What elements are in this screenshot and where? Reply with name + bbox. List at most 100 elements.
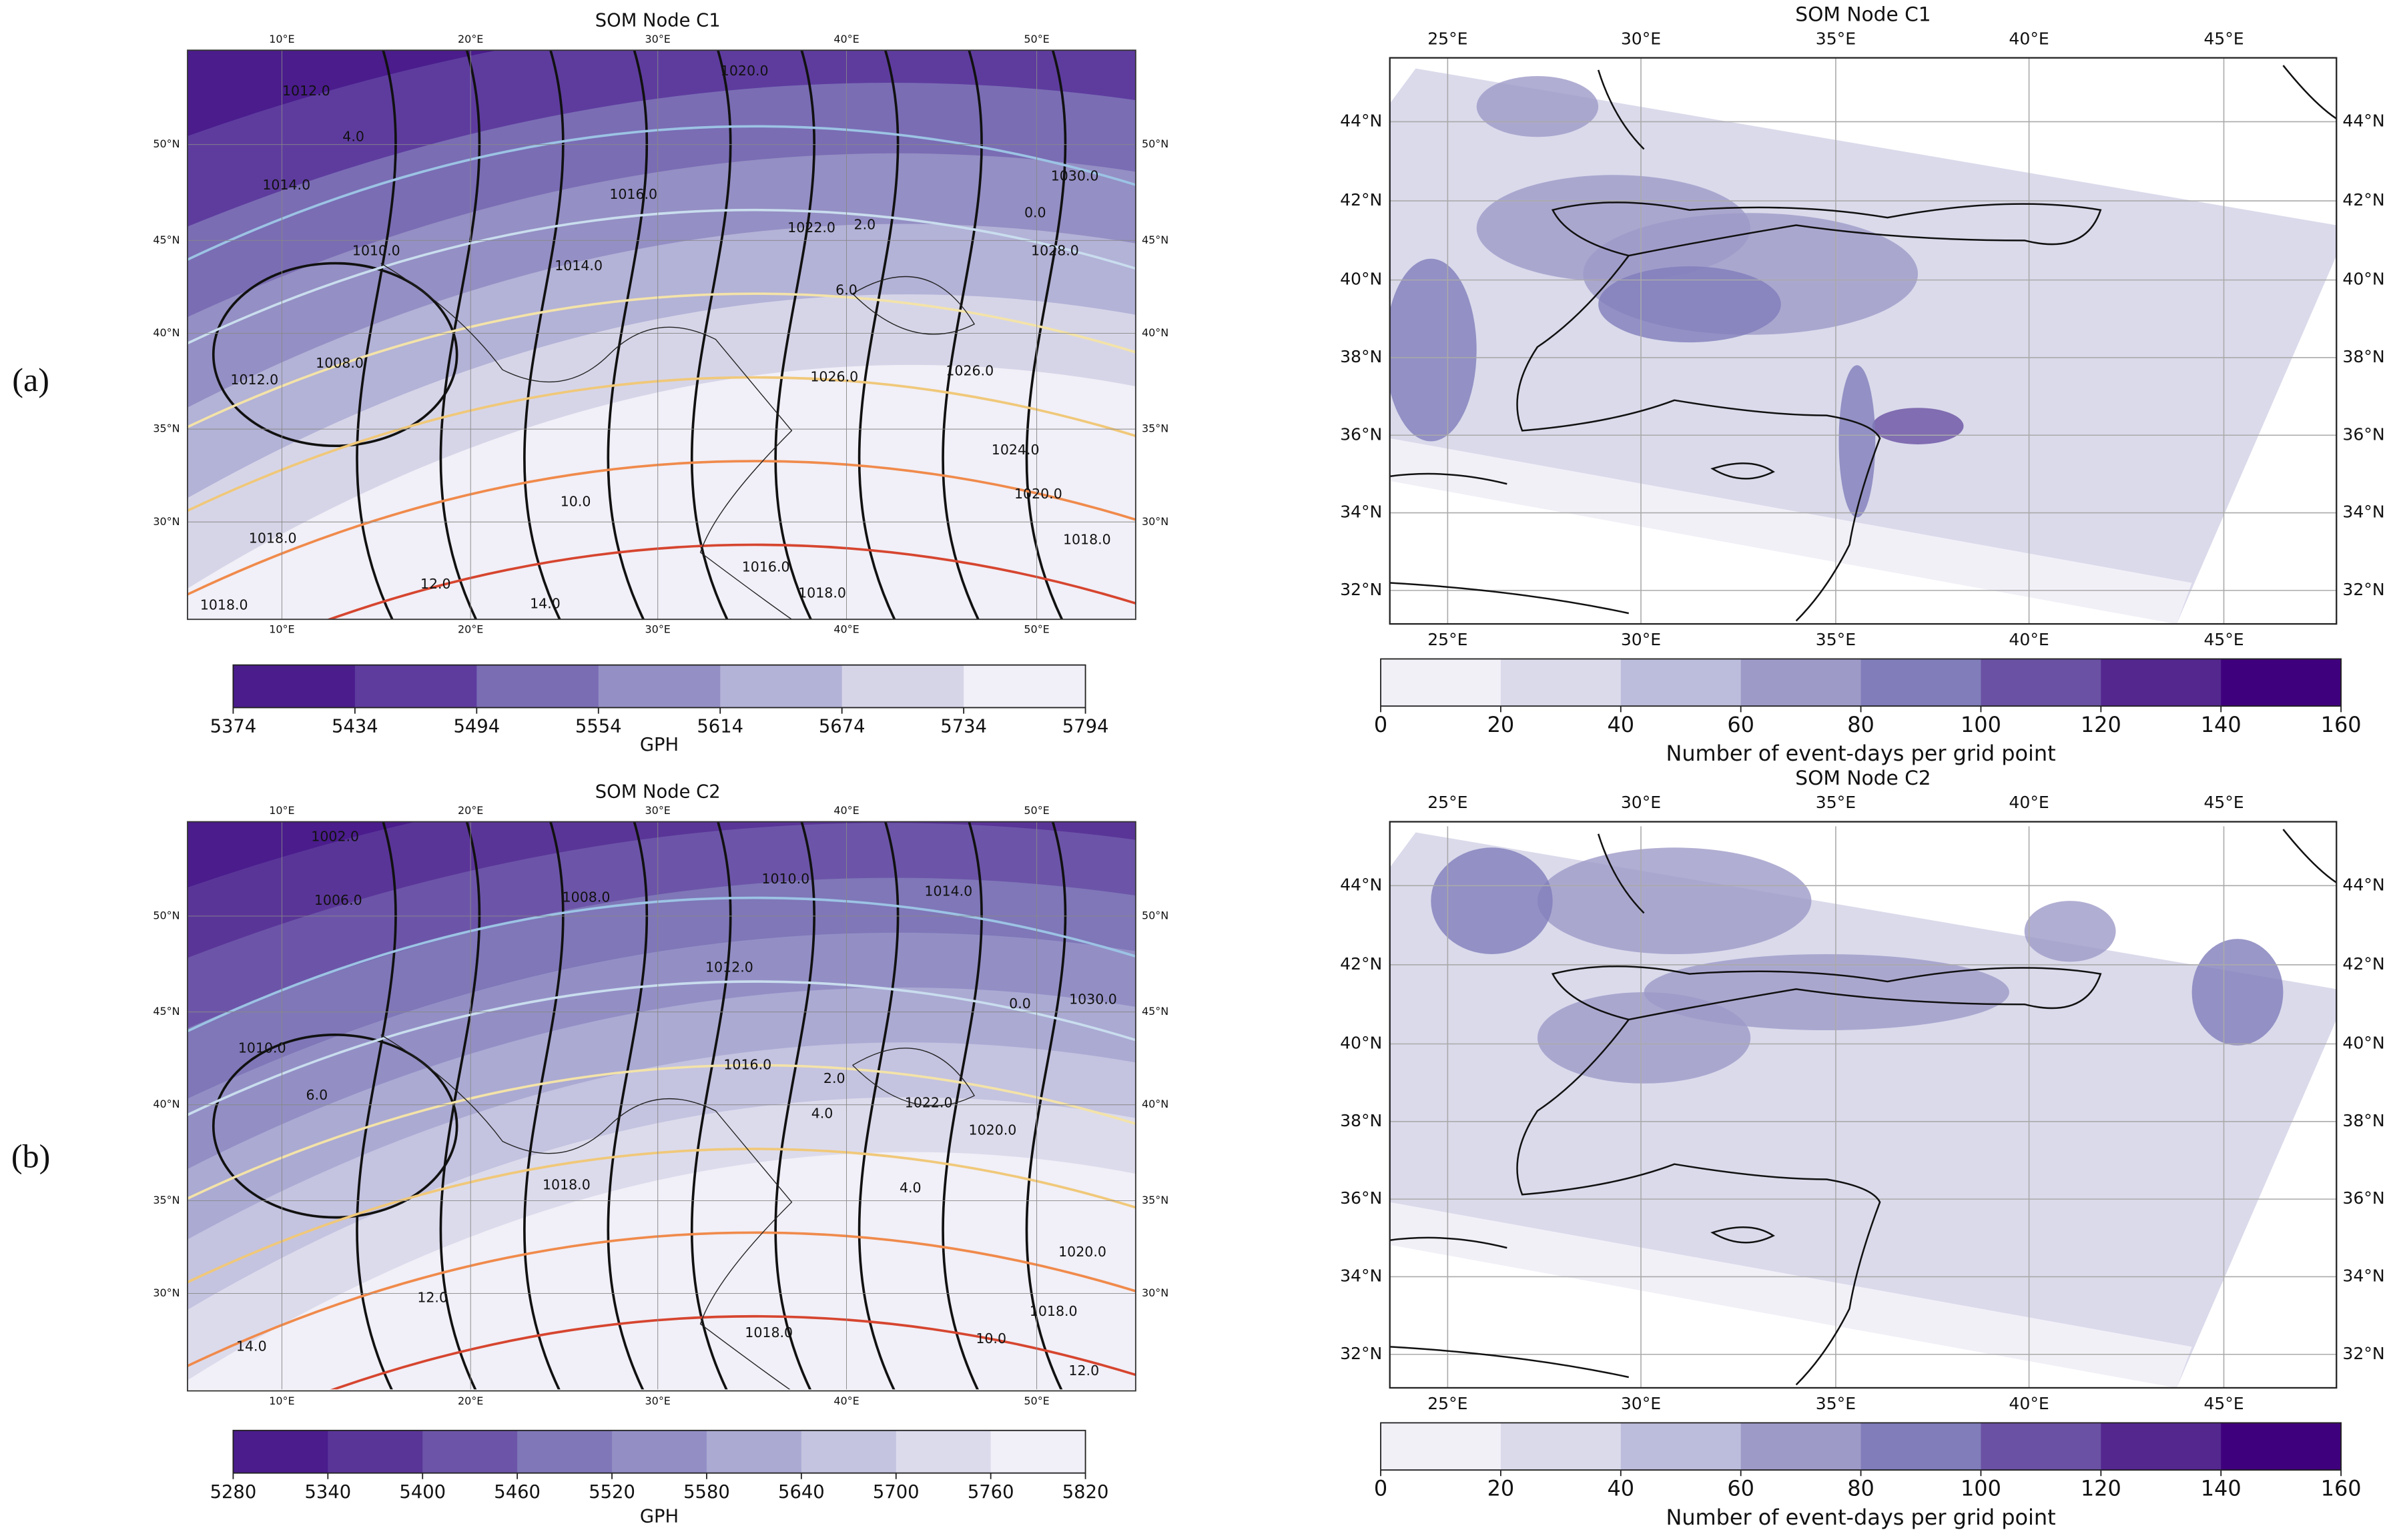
colorbar-tick-label: 5494: [454, 717, 500, 737]
contour-label: 2.0: [823, 1070, 845, 1086]
density-blob: [1431, 847, 1553, 954]
lat-label: 45°N: [1142, 234, 1168, 246]
gph-band: [188, 50, 498, 136]
lat-label: 36°N: [1340, 424, 1382, 444]
coastline: [1389, 65, 2337, 622]
colorbar-frame: [232, 664, 1086, 709]
lat-label: 42°N: [1340, 954, 1382, 974]
isobar: [356, 821, 397, 1390]
colorbar-tick-label: 140: [2201, 1476, 2242, 1501]
contour-label: 1018.0: [745, 1324, 793, 1340]
lat-label: 34°N: [1340, 1266, 1382, 1285]
lat-label: 40°N: [1142, 1098, 1168, 1110]
lon-label: 40°E: [833, 1395, 859, 1407]
lat-label: 32°N: [2342, 580, 2384, 599]
lat-label: 42°N: [2342, 190, 2384, 210]
lat-label: 45°N: [153, 234, 180, 246]
isotherm: [188, 292, 1136, 429]
event-map: [1389, 57, 2337, 625]
contour-label: 0.0: [1009, 996, 1031, 1012]
contour-label: 1024.0: [992, 442, 1040, 458]
contour-label: 12.0: [417, 1289, 448, 1305]
map-frame: [1389, 57, 2338, 625]
contour-label: 1018.0: [249, 530, 297, 546]
isobar: [212, 262, 458, 448]
contour-label: 1026.0: [946, 362, 994, 378]
isotherm: [188, 125, 1136, 262]
density-blob: [1537, 847, 1812, 954]
gph-map: [188, 50, 1136, 620]
coastline: [1551, 202, 2102, 257]
lat-label: 35°N: [1142, 422, 1168, 435]
contour-label: 1010.0: [761, 871, 809, 887]
colorbar-tick-label: 140: [2201, 712, 2242, 737]
lon-label: 30°E: [1621, 1394, 1661, 1413]
colorbar-bin: [1740, 1423, 1862, 1471]
map-title: SOM Node C2: [595, 782, 721, 803]
lat-label: 34°N: [1340, 502, 1382, 522]
lon-label: 30°E: [645, 623, 671, 636]
lon-label: 45°E: [2203, 630, 2244, 649]
contour-label: 1020.0: [1058, 1244, 1106, 1260]
colorbar-tick-label: 100: [1961, 712, 2001, 737]
lon-label: 25°E: [1427, 793, 1467, 812]
lat-label: 34°N: [2342, 502, 2384, 522]
colorbar-tick-label: 80: [1847, 1476, 1874, 1501]
colorbar-tick-label: 120: [2081, 1476, 2121, 1501]
contour-label: 1020.0: [721, 63, 769, 79]
lat-label: 32°N: [1340, 580, 1382, 599]
isotherm: [188, 896, 1136, 1033]
isobar: [774, 821, 815, 1390]
lon-label: 40°E: [833, 623, 859, 636]
contour-label: 1020.0: [969, 1122, 1017, 1138]
colorbar-bin: [801, 1430, 897, 1473]
lat-label: 38°N: [2342, 1111, 2384, 1130]
contour-label: 0.0: [1024, 204, 1046, 220]
contour-label: 1006.0: [314, 892, 362, 908]
panel-label: (b): [11, 1137, 50, 1174]
gph-band: [188, 821, 1136, 958]
colorbar-tick-label: 5794: [1062, 717, 1109, 737]
isotherm: [188, 1064, 1136, 1200]
contour-label: 1016.0: [723, 1056, 771, 1072]
contour-label: 1002.0: [311, 828, 359, 844]
lat-label: 30°N: [153, 1286, 180, 1299]
colorbar-label: Number of event-days per grid point: [1666, 1505, 2055, 1530]
lon-label: 50°E: [1024, 623, 1049, 636]
contour-label: 14.0: [236, 1338, 267, 1354]
contour-label: 1012.0: [282, 83, 330, 99]
lat-label: 42°N: [1340, 190, 1382, 210]
domain-low: [1389, 1202, 2192, 1388]
lat-label: 40°N: [153, 326, 180, 339]
lon-label: 40°E: [833, 33, 859, 45]
domain-low: [1389, 438, 2192, 625]
colorbar-tick-label: 80: [1847, 712, 1874, 737]
contour-label: 1030.0: [1069, 991, 1117, 1007]
lat-label: 30°N: [1142, 515, 1168, 528]
isobar: [212, 1034, 458, 1219]
contour-label: 1014.0: [555, 258, 603, 274]
contour-label: 1022.0: [905, 1094, 953, 1110]
coastline: [380, 1034, 976, 1390]
colorbar-bin: [720, 665, 843, 708]
lon-label: 30°E: [645, 1395, 671, 1407]
lat-label: 30°N: [1142, 1286, 1168, 1299]
lon-label: 40°E: [2009, 630, 2049, 649]
lon-label: 50°E: [1024, 804, 1049, 817]
colorbar-tick-label: 5460: [494, 1482, 541, 1503]
density-blob: [1537, 992, 1751, 1084]
lon-label: 30°E: [645, 33, 671, 45]
colorbar-bin: [328, 1430, 423, 1473]
map-title: SOM Node C1: [1795, 2, 1931, 25]
lat-label: 34°N: [2342, 1266, 2384, 1285]
colorbar-tick-label: 120: [2081, 712, 2121, 737]
isotherm: [326, 543, 1136, 620]
lon-label: 10°E: [269, 623, 294, 636]
contour-label: 4.0: [811, 1105, 833, 1121]
colorbar-bin: [1981, 1423, 2102, 1471]
density-blob: [1476, 76, 1599, 137]
colorbar-bin: [476, 665, 599, 708]
colorbar-tick-label: 40: [1607, 712, 1634, 737]
contour-label: 1018.0: [1063, 532, 1111, 548]
